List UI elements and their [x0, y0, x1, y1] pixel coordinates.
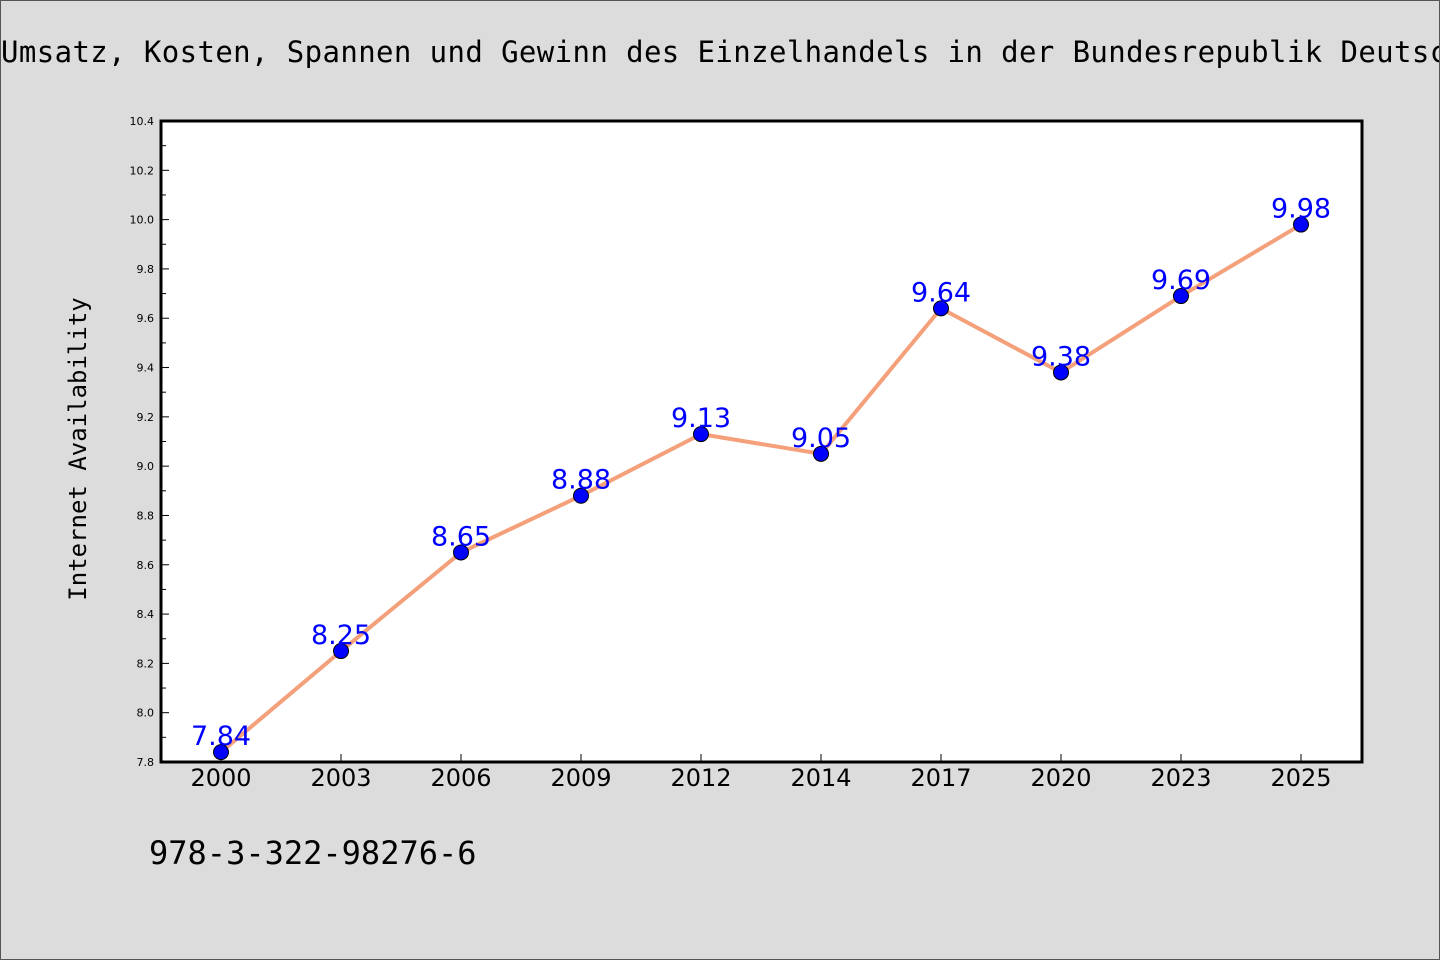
y-tick-label: 10.4	[130, 115, 155, 128]
data-label: 9.98	[1271, 194, 1331, 225]
x-tick-label: 2025	[1270, 764, 1331, 792]
y-tick-label: 8.2	[137, 657, 155, 670]
data-point	[933, 300, 949, 317]
x-tick-label: 2020	[1030, 764, 1091, 792]
data-label: 7.84	[191, 721, 251, 752]
data-point	[213, 744, 229, 761]
y-axis: 7.8 8.0 8.2 8.4 8.6 8.8 9.0 9.2 9.4 9.6 9.8 10.0 10.…	[130, 115, 169, 769]
y-tick-label: 8.0	[137, 707, 155, 720]
isbn-text: 978-3-322-98276-6	[149, 834, 477, 872]
x-tick-label: 2017	[910, 764, 971, 792]
x-tick-label: 2012	[670, 764, 731, 792]
y-tick-label: 8.6	[137, 559, 155, 572]
y-tick-label: 9.6	[137, 312, 155, 325]
data-point	[693, 426, 709, 443]
data-label: 9.64	[911, 277, 971, 308]
x-tick-label: 2023	[1150, 764, 1211, 792]
chart-title: Umsatz, Kosten, Spannen und Gewinn des E…	[1, 35, 1440, 69]
data-label: 8.25	[311, 620, 371, 651]
y-axis-label: Internet Availability	[64, 297, 92, 600]
y-tick-label: 8.4	[137, 608, 155, 621]
x-axis: 2000 2003 2006 2009 2012 2014 2017 2020 2023 2025	[190, 754, 1332, 792]
y-tick-label: 7.8	[137, 756, 155, 769]
data-point	[573, 487, 589, 504]
x-tick-label: 2009	[550, 764, 611, 792]
series-layer: 7.84 8.25 8.65 8.88 9.13 9.05 9.64 9.38 9.69 9.98	[191, 194, 1331, 761]
data-point	[1293, 216, 1309, 233]
data-point	[813, 445, 829, 462]
data-label: 8.65	[431, 521, 491, 552]
data-point	[1173, 288, 1189, 305]
data-label: 9.69	[1151, 265, 1211, 296]
data-point	[333, 643, 349, 660]
y-tick-label: 9.4	[137, 362, 155, 375]
data-label: 9.38	[1031, 341, 1091, 372]
x-tick-label: 2000	[190, 764, 251, 792]
y-tick-label: 9.8	[137, 263, 155, 276]
x-tick-label: 2006	[430, 764, 491, 792]
y-tick-label: 8.8	[137, 509, 155, 522]
y-tick-label: 10.2	[130, 164, 155, 177]
y-tick-label: 9.0	[137, 460, 155, 473]
x-tick-label: 2003	[310, 764, 371, 792]
plot-area	[159, 119, 1364, 764]
data-label: 9.13	[671, 403, 731, 434]
data-label: 8.88	[551, 465, 611, 496]
y-tick-label: 10.0	[130, 214, 155, 227]
series-line	[219, 222, 1303, 754]
y-tick-label: 9.2	[137, 411, 155, 424]
data-point	[1053, 364, 1069, 381]
x-tick-label: 2014	[790, 764, 851, 792]
data-point	[453, 544, 469, 561]
data-label: 9.05	[791, 423, 851, 454]
